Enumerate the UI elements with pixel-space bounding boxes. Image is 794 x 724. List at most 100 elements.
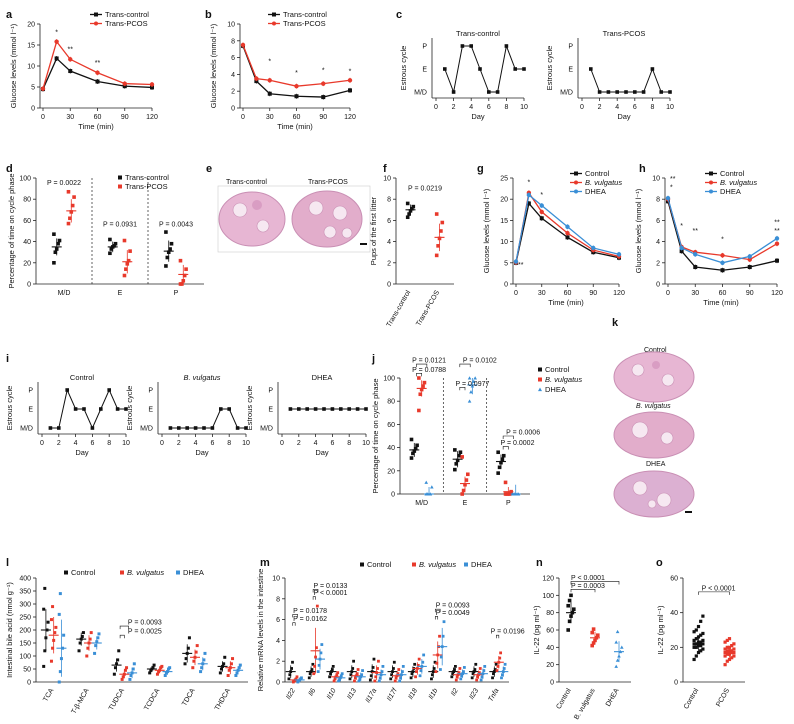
y-tick-label: 8: [231, 38, 235, 45]
ovary-histology-k: Control B. vulgatus DHEA: [613, 347, 695, 518]
data-point: [244, 426, 248, 430]
data-point: [496, 665, 500, 668]
data-point: [567, 598, 572, 603]
y-category-label: M/D: [414, 90, 427, 97]
data-point: [330, 407, 335, 411]
significance-bracket: [292, 622, 296, 626]
y-tick-label: 80: [23, 197, 31, 204]
data-point: [615, 658, 620, 662]
data-point: [503, 480, 508, 485]
y-tick-label: 0: [276, 680, 280, 687]
data-point: [237, 666, 241, 670]
data-point: [775, 258, 779, 263]
data-point: [392, 660, 396, 664]
data-point: [464, 562, 468, 567]
x-tick-label: 8: [227, 440, 231, 447]
data-point: [727, 637, 732, 641]
data-point: [315, 604, 319, 608]
p-value-label: P = 0.0196: [491, 629, 525, 636]
data-point: [415, 443, 419, 448]
data-point: [507, 492, 512, 496]
x-category-label: Il1b: [428, 687, 440, 700]
data-point: [416, 663, 420, 667]
data-point: [499, 651, 503, 655]
panel-letter-o: o: [656, 557, 663, 569]
x-tick-label: 90: [746, 290, 754, 297]
data-point: [504, 44, 509, 48]
data-point: [421, 384, 425, 388]
data-point: [503, 662, 507, 666]
data-point: [126, 258, 131, 263]
data-point: [226, 674, 230, 677]
data-point: [321, 81, 326, 86]
data-point: [539, 203, 544, 208]
y-tick-label: 20: [670, 645, 678, 652]
data-point: [202, 426, 206, 430]
data-point: [422, 653, 426, 657]
data-point: [693, 265, 698, 270]
x-tick-label: 2: [297, 440, 301, 447]
x-category-label: Il2: [450, 687, 460, 697]
data-point: [699, 619, 703, 623]
chart-m-plot: 0 2 4 6 8 10 Relative mRNA levels in the intes…: [256, 560, 525, 704]
x-axis-label: Time (min): [703, 298, 739, 307]
data-point: [496, 471, 500, 475]
legend-label: B. vulgatus: [585, 178, 622, 187]
data-point: [458, 450, 463, 455]
data-point: [457, 453, 461, 458]
data-point: [57, 612, 61, 616]
data-point: [469, 44, 473, 48]
data-point: [66, 189, 71, 194]
follicle: [661, 373, 675, 387]
x-category-label: Il6: [308, 687, 318, 697]
y-tick-label: 10: [27, 64, 35, 71]
panel-letter-l: l: [6, 557, 9, 569]
data-point: [441, 634, 445, 638]
data-point: [78, 641, 82, 645]
y-tick-label: 0: [31, 106, 35, 113]
follicle: [631, 363, 645, 377]
chart-b-plot: 0 2 4 6 8 10 Glucose levels (mmol l⁻¹) 0 30 60 90 1…: [209, 10, 356, 131]
data-point: [222, 662, 226, 666]
y-tick-label: 15: [27, 43, 35, 50]
x-category-label: Il17a: [365, 687, 379, 704]
data-point: [440, 220, 445, 225]
x-tick-label: 2: [598, 104, 602, 111]
data-point: [58, 592, 62, 596]
x-tick-label: 10: [362, 440, 370, 447]
y-tick-label: 40: [670, 610, 678, 617]
data-point: [229, 662, 233, 666]
p-value-label: P = 0.0102: [463, 358, 497, 365]
data-point: [462, 670, 465, 673]
data-point: [424, 480, 429, 484]
data-point: [720, 253, 725, 258]
chart-h-plot: 0 2 4 6 8 10 Glucose levels (mmol l⁻¹) 0 30 60 90 1…: [634, 169, 783, 307]
x-tick-label: 120: [613, 290, 625, 297]
y-category-label: M/D: [20, 426, 33, 433]
corpus-luteum: [652, 361, 660, 369]
data-point: [539, 209, 544, 215]
data-point: [176, 570, 180, 575]
significance-mark: *: [721, 237, 724, 244]
data-point: [378, 676, 382, 680]
y-tick-label: 2: [387, 260, 391, 267]
data-point: [203, 651, 207, 655]
y-tick-label: 6: [231, 55, 235, 62]
series-line: [515, 193, 620, 262]
ovary-image-k-control: [613, 351, 695, 403]
data-point: [732, 654, 736, 658]
y-axis-label: Estrous cycle: [5, 386, 14, 431]
data-point: [317, 663, 321, 667]
y-tick-label: 400: [19, 576, 31, 583]
legend-label: B. vulgatus: [419, 560, 456, 569]
x-tick-label: 30: [266, 114, 274, 121]
data-point: [355, 672, 359, 676]
data-point: [149, 82, 155, 87]
data-point: [294, 94, 299, 99]
data-point: [240, 42, 246, 48]
data-point: [234, 674, 238, 677]
data-point: [57, 238, 62, 243]
data-point: [469, 390, 473, 394]
y-tick-label: 0: [27, 282, 31, 289]
chart-f-plot: 0 2 4 6 8 10 Pups of the first litter Trans-con…: [369, 176, 454, 328]
